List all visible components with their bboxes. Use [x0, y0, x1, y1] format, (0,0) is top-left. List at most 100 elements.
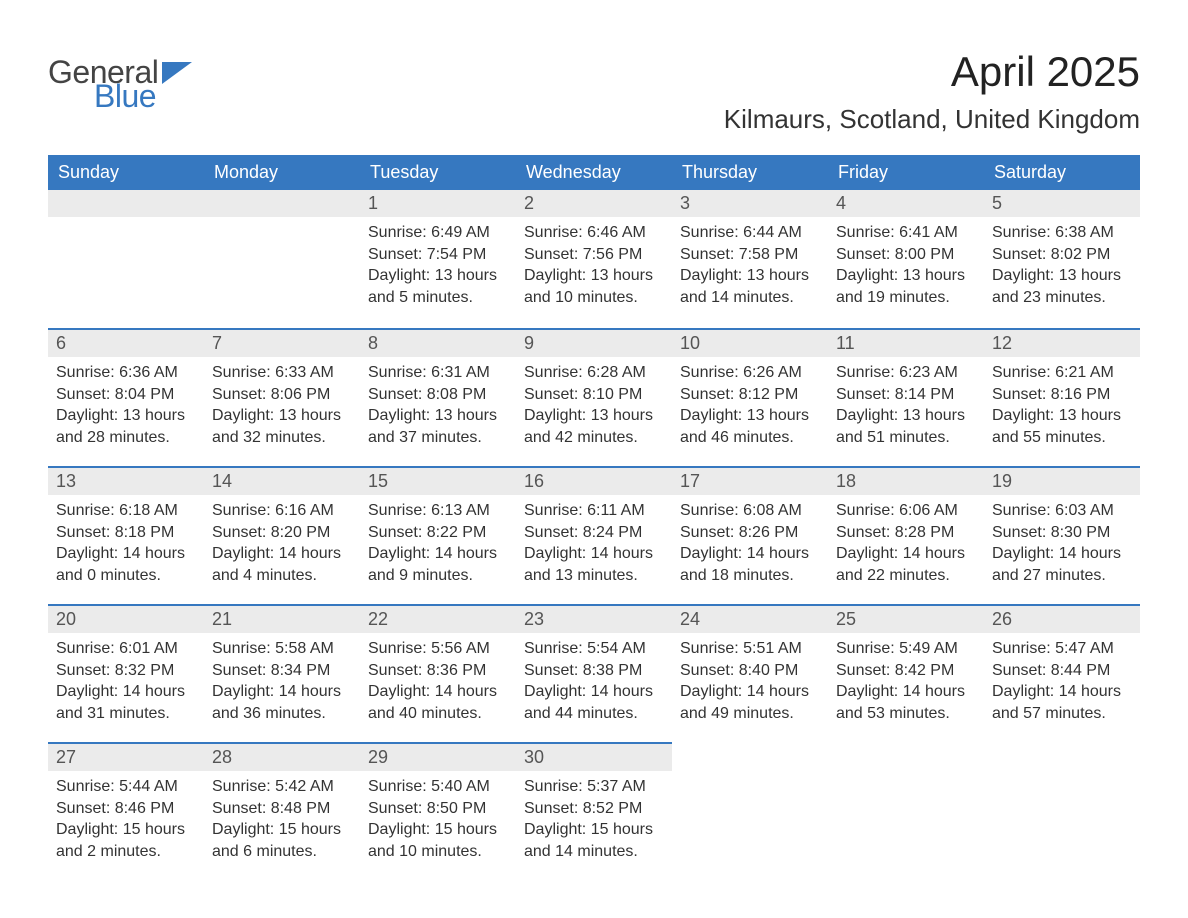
sunrise-text: Sunrise: 6:44 AM: [680, 222, 820, 244]
sunrise-text: Sunrise: 6:49 AM: [368, 222, 508, 244]
date-number: 7: [204, 330, 360, 357]
day-header: Wednesday: [516, 155, 672, 190]
cell-body: Sunrise: 6:06 AMSunset: 8:28 PMDaylight:…: [828, 495, 984, 590]
daylight-text: Daylight: 13 hours and 37 minutes.: [368, 405, 508, 448]
calendar-cell: [984, 742, 1140, 880]
cell-body: Sunrise: 6:33 AMSunset: 8:06 PMDaylight:…: [204, 357, 360, 452]
date-number: 16: [516, 468, 672, 495]
date-number: 2: [516, 190, 672, 217]
sunset-text: Sunset: 8:34 PM: [212, 660, 352, 682]
daylight-text: Daylight: 14 hours and 44 minutes.: [524, 681, 664, 724]
date-number: 17: [672, 468, 828, 495]
daylight-text: Daylight: 15 hours and 10 minutes.: [368, 819, 508, 862]
daylight-text: Daylight: 14 hours and 49 minutes.: [680, 681, 820, 724]
daylight-text: Daylight: 14 hours and 4 minutes.: [212, 543, 352, 586]
cell-body: Sunrise: 6:28 AMSunset: 8:10 PMDaylight:…: [516, 357, 672, 452]
calendar-cell: [204, 190, 360, 328]
daylight-text: Daylight: 14 hours and 22 minutes.: [836, 543, 976, 586]
calendar-cell: 8Sunrise: 6:31 AMSunset: 8:08 PMDaylight…: [360, 328, 516, 466]
daylight-text: Daylight: 13 hours and 28 minutes.: [56, 405, 196, 448]
daylight-text: Daylight: 15 hours and 14 minutes.: [524, 819, 664, 862]
location-subtitle: Kilmaurs, Scotland, United Kingdom: [724, 104, 1140, 135]
daylight-text: Daylight: 13 hours and 10 minutes.: [524, 265, 664, 308]
sunrise-text: Sunrise: 5:49 AM: [836, 638, 976, 660]
calendar-cell: 18Sunrise: 6:06 AMSunset: 8:28 PMDayligh…: [828, 466, 984, 604]
calendar-cell: 29Sunrise: 5:40 AMSunset: 8:50 PMDayligh…: [360, 742, 516, 880]
daylight-text: Daylight: 13 hours and 51 minutes.: [836, 405, 976, 448]
calendar-cell: 11Sunrise: 6:23 AMSunset: 8:14 PMDayligh…: [828, 328, 984, 466]
sunset-text: Sunset: 8:40 PM: [680, 660, 820, 682]
sunset-text: Sunset: 8:36 PM: [368, 660, 508, 682]
sunrise-text: Sunrise: 5:56 AM: [368, 638, 508, 660]
cell-body: Sunrise: 6:03 AMSunset: 8:30 PMDaylight:…: [984, 495, 1140, 590]
sunset-text: Sunset: 8:18 PM: [56, 522, 196, 544]
sunrise-text: Sunrise: 6:46 AM: [524, 222, 664, 244]
cell-body: Sunrise: 5:44 AMSunset: 8:46 PMDaylight:…: [48, 771, 204, 866]
sunrise-text: Sunrise: 5:58 AM: [212, 638, 352, 660]
sunset-text: Sunset: 8:06 PM: [212, 384, 352, 406]
cell-body: Sunrise: 5:40 AMSunset: 8:50 PMDaylight:…: [360, 771, 516, 866]
calendar-cell: 4Sunrise: 6:41 AMSunset: 8:00 PMDaylight…: [828, 190, 984, 328]
sunset-text: Sunset: 8:24 PM: [524, 522, 664, 544]
daylight-text: Daylight: 13 hours and 14 minutes.: [680, 265, 820, 308]
calendar-cell: 21Sunrise: 5:58 AMSunset: 8:34 PMDayligh…: [204, 604, 360, 742]
sunset-text: Sunset: 8:46 PM: [56, 798, 196, 820]
cell-body: Sunrise: 6:08 AMSunset: 8:26 PMDaylight:…: [672, 495, 828, 590]
date-number: 24: [672, 606, 828, 633]
daylight-text: Daylight: 14 hours and 18 minutes.: [680, 543, 820, 586]
daylight-text: Daylight: 13 hours and 46 minutes.: [680, 405, 820, 448]
sunset-text: Sunset: 8:44 PM: [992, 660, 1132, 682]
cell-body: Sunrise: 6:21 AMSunset: 8:16 PMDaylight:…: [984, 357, 1140, 452]
calendar-cell: 5Sunrise: 6:38 AMSunset: 8:02 PMDaylight…: [984, 190, 1140, 328]
sunrise-text: Sunrise: 6:13 AM: [368, 500, 508, 522]
sunrise-text: Sunrise: 6:06 AM: [836, 500, 976, 522]
cell-body: Sunrise: 5:56 AMSunset: 8:36 PMDaylight:…: [360, 633, 516, 728]
flag-icon: [162, 62, 192, 88]
calendar-cell: 9Sunrise: 6:28 AMSunset: 8:10 PMDaylight…: [516, 328, 672, 466]
cell-body: Sunrise: 6:46 AMSunset: 7:56 PMDaylight:…: [516, 217, 672, 312]
sunrise-text: Sunrise: 6:36 AM: [56, 362, 196, 384]
calendar-cell: 14Sunrise: 6:16 AMSunset: 8:20 PMDayligh…: [204, 466, 360, 604]
sunrise-text: Sunrise: 6:16 AM: [212, 500, 352, 522]
sunrise-text: Sunrise: 6:31 AM: [368, 362, 508, 384]
sunrise-text: Sunrise: 6:28 AM: [524, 362, 664, 384]
calendar-cell: 26Sunrise: 5:47 AMSunset: 8:44 PMDayligh…: [984, 604, 1140, 742]
sunrise-text: Sunrise: 5:42 AM: [212, 776, 352, 798]
daylight-text: Daylight: 13 hours and 32 minutes.: [212, 405, 352, 448]
date-number: 29: [360, 744, 516, 771]
day-header: Saturday: [984, 155, 1140, 190]
sunrise-text: Sunrise: 6:26 AM: [680, 362, 820, 384]
calendar-cell: 16Sunrise: 6:11 AMSunset: 8:24 PMDayligh…: [516, 466, 672, 604]
sunset-text: Sunset: 8:08 PM: [368, 384, 508, 406]
daylight-text: Daylight: 13 hours and 23 minutes.: [992, 265, 1132, 308]
sunrise-text: Sunrise: 5:54 AM: [524, 638, 664, 660]
cell-body: Sunrise: 5:47 AMSunset: 8:44 PMDaylight:…: [984, 633, 1140, 728]
date-number: 6: [48, 330, 204, 357]
date-number: 27: [48, 744, 204, 771]
sunset-text: Sunset: 8:32 PM: [56, 660, 196, 682]
sunset-text: Sunset: 8:04 PM: [56, 384, 196, 406]
calendar-cell: [828, 742, 984, 880]
daylight-text: Daylight: 15 hours and 2 minutes.: [56, 819, 196, 862]
date-number: 4: [828, 190, 984, 217]
cell-body: Sunrise: 5:58 AMSunset: 8:34 PMDaylight:…: [204, 633, 360, 728]
sunrise-text: Sunrise: 6:03 AM: [992, 500, 1132, 522]
calendar-cell: 27Sunrise: 5:44 AMSunset: 8:46 PMDayligh…: [48, 742, 204, 880]
date-number: 15: [360, 468, 516, 495]
sunrise-text: Sunrise: 6:38 AM: [992, 222, 1132, 244]
sunset-text: Sunset: 8:22 PM: [368, 522, 508, 544]
calendar-cell: [48, 190, 204, 328]
sunset-text: Sunset: 8:10 PM: [524, 384, 664, 406]
sunrise-text: Sunrise: 6:08 AM: [680, 500, 820, 522]
date-number: 21: [204, 606, 360, 633]
daylight-text: Daylight: 14 hours and 27 minutes.: [992, 543, 1132, 586]
daylight-text: Daylight: 14 hours and 0 minutes.: [56, 543, 196, 586]
cell-body: Sunrise: 6:23 AMSunset: 8:14 PMDaylight:…: [828, 357, 984, 452]
date-number: 11: [828, 330, 984, 357]
calendar-cell: 15Sunrise: 6:13 AMSunset: 8:22 PMDayligh…: [360, 466, 516, 604]
daylight-text: Daylight: 13 hours and 42 minutes.: [524, 405, 664, 448]
cell-body: Sunrise: 6:31 AMSunset: 8:08 PMDaylight:…: [360, 357, 516, 452]
daylight-text: Daylight: 13 hours and 19 minutes.: [836, 265, 976, 308]
calendar-cell: [672, 742, 828, 880]
calendar-cell: 17Sunrise: 6:08 AMSunset: 8:26 PMDayligh…: [672, 466, 828, 604]
